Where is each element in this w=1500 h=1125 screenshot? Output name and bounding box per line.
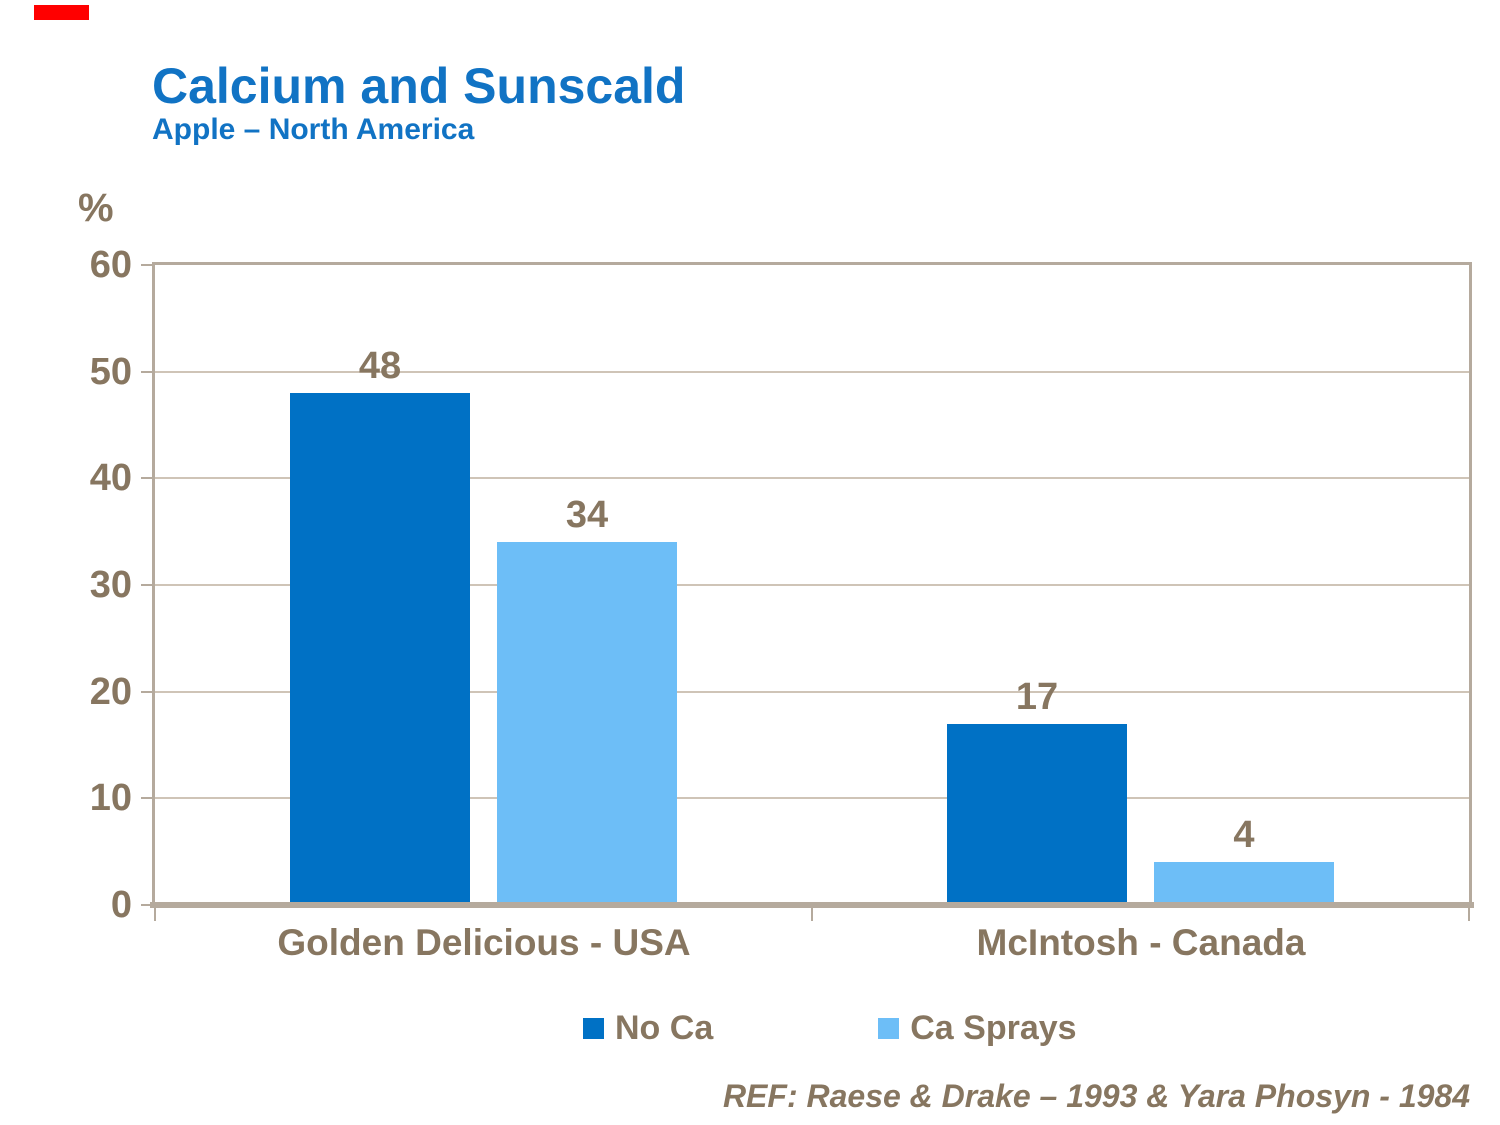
legend-swatch-icon bbox=[878, 1017, 900, 1039]
y-axis-tick bbox=[141, 797, 155, 799]
y-axis-tick-label: 30 bbox=[89, 564, 132, 606]
bar-value-label: 34 bbox=[565, 494, 609, 536]
x-axis-line bbox=[150, 902, 1474, 908]
y-axis-tick-label: 50 bbox=[89, 351, 132, 393]
bar-ca-sprays-golden-delicious-usa bbox=[497, 542, 677, 905]
y-axis-tick-label: 10 bbox=[89, 777, 132, 819]
y-axis-tick-label: 0 bbox=[110, 884, 132, 926]
x-axis-category-label: Golden Delicious - USA bbox=[277, 922, 691, 963]
y-axis-tick bbox=[141, 264, 155, 266]
y-axis-tick bbox=[141, 904, 155, 906]
chart-title: Calcium and Sunscald bbox=[152, 58, 686, 114]
y-axis-tick-label: 40 bbox=[89, 457, 132, 499]
gridline-40 bbox=[155, 477, 1469, 479]
y-axis-tick-label: 60 bbox=[89, 244, 132, 286]
reference-citation: REF: Raese & Drake – 1993 & Yara Phosyn … bbox=[722, 1078, 1470, 1114]
y-axis-tick bbox=[141, 371, 155, 373]
bar-ca-sprays-mcintosh-canada bbox=[1154, 862, 1334, 905]
legend-entry-ca-sprays: Ca Sprays bbox=[878, 1008, 1077, 1048]
chart-subtitle: Apple – North America bbox=[152, 113, 475, 146]
y-axis-tick bbox=[141, 584, 155, 586]
bar-value-label: 17 bbox=[1015, 676, 1059, 718]
red-corner-mark bbox=[34, 5, 89, 20]
y-axis-tick-label: 20 bbox=[89, 671, 132, 713]
legend-swatch-icon bbox=[583, 1017, 604, 1039]
y-axis-tick bbox=[141, 477, 155, 479]
x-axis-tick bbox=[1468, 908, 1470, 921]
legend-label: Ca Sprays bbox=[910, 1009, 1077, 1047]
chart-legend: No Ca Ca Sprays bbox=[583, 1008, 1077, 1048]
x-axis-tick bbox=[811, 908, 813, 921]
bar-value-label: 48 bbox=[358, 345, 402, 387]
gridline-50 bbox=[155, 371, 1469, 373]
bar-value-label: 4 bbox=[1233, 814, 1255, 856]
bar-no-ca-golden-delicious-usa bbox=[290, 393, 470, 905]
gridline-30 bbox=[155, 584, 1469, 586]
legend-label: No Ca bbox=[615, 1009, 714, 1047]
x-axis-category-label: McIntosh - Canada bbox=[976, 922, 1306, 963]
x-axis-tick bbox=[154, 908, 156, 921]
legend-entry-no-ca: No Ca bbox=[583, 1008, 713, 1048]
y-axis-unit-label: % bbox=[78, 186, 114, 230]
y-axis-tick bbox=[141, 691, 155, 693]
bar-no-ca-mcintosh-canada bbox=[947, 724, 1127, 905]
gridline-20 bbox=[155, 691, 1469, 693]
gridline-10 bbox=[155, 797, 1469, 799]
